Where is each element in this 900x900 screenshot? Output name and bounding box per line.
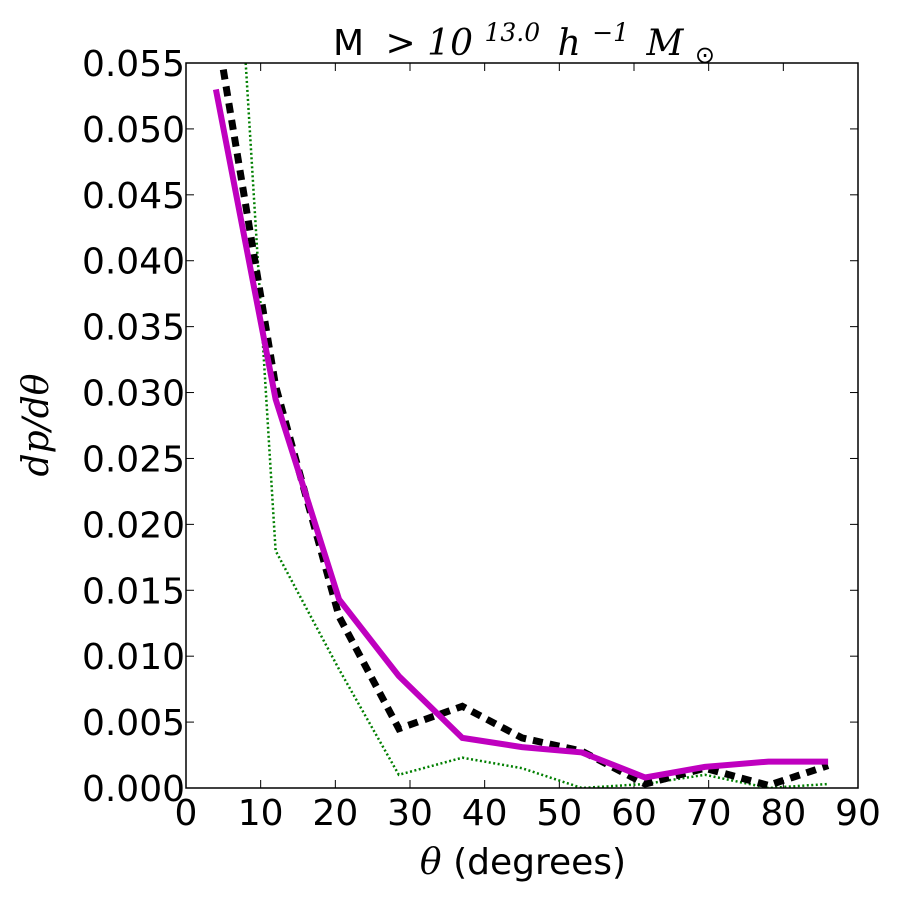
y-tick-label: 0.005 [82,703,185,744]
x-tick-label: 80 [760,793,806,834]
title-exp: 13.0 [484,18,540,47]
title-base: 10 [427,23,473,64]
y-tick-label: 0.000 [82,769,185,810]
y-tick-label: 0.010 [82,637,185,678]
x-axis-text: (degrees) [453,842,626,883]
title-gt: > [386,23,416,64]
y-tick-label: 0.045 [82,176,185,217]
y-tick-label: 0.050 [82,110,185,151]
y-tick-label: 0.020 [82,505,185,546]
series-line-dashed [219,69,830,788]
x-tick-label: 10 [238,793,284,834]
x-tick-label: 0 [175,793,198,834]
x-tick-label: 30 [387,793,433,834]
plot-frame [185,62,859,789]
series-line-solid [212,88,829,781]
title-prefix: M [333,23,364,64]
y-tick-label: 0.040 [82,242,185,283]
x-tick-label: 70 [686,793,732,834]
x-axis-symbol: θ [420,842,442,883]
y-tick-label: 0.025 [82,439,185,480]
x-tick-label: 40 [462,793,508,834]
ticks: 0 10 20 30 40 50 60 70 80 90 0.000 0.005 0.010 0.015 0… [82,44,881,834]
x-tick-label: 20 [312,793,358,834]
y-tick-label: 0.035 [82,308,185,349]
y-tick-label: 0.030 [82,374,185,415]
chart-title: M > 10 13.0 h −1 M ⊙ [333,9,715,69]
x-axis-label: θ (degrees) [420,842,626,883]
x-tick-label: 50 [536,793,582,834]
y-tick-label: 0.015 [82,571,185,612]
title-M: M [646,23,685,64]
y-axis-label: dp/dθ [16,373,57,476]
title-hexp: −1 [592,18,629,47]
series-line-dotted [244,63,829,788]
y-tick-label: 0.055 [82,44,185,85]
x-tick-label: 60 [611,793,657,834]
title-h: h [558,23,581,64]
title-sun: ⊙ [695,41,715,69]
series-layer [212,63,830,788]
x-tick-label: 90 [835,793,881,834]
